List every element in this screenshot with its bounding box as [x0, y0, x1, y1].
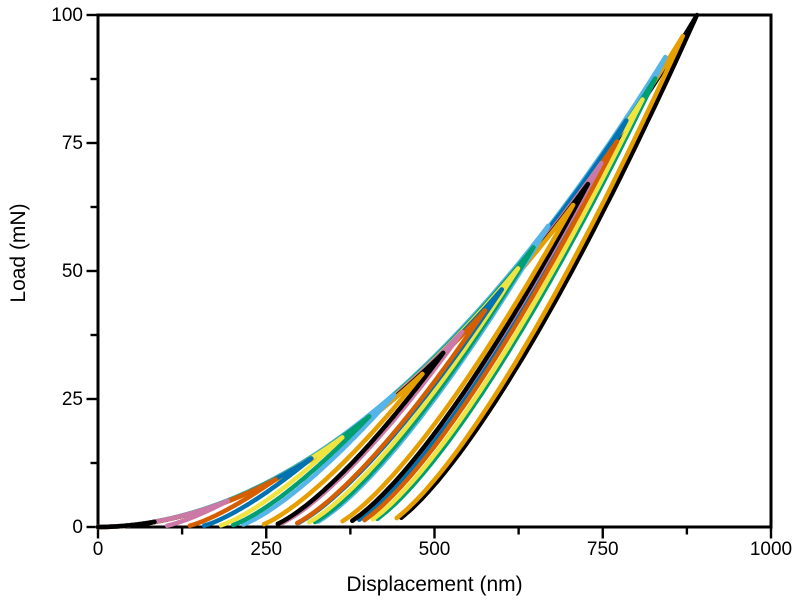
y-tick-label: 25 — [62, 389, 83, 410]
series-indent-25 — [95, 519, 157, 530]
series-indent-14 — [95, 287, 505, 530]
x-tick-label: 250 — [250, 539, 282, 560]
y-axis-title: Load (mN) — [7, 203, 30, 303]
plot-border — [96, 13, 773, 529]
x-tick-label: 750 — [587, 539, 619, 560]
series-indent-01 — [95, 12, 700, 530]
x-axis-title: Displacement (nm) — [346, 573, 523, 596]
x-tick-label: 1000 — [750, 539, 792, 560]
y-tick-label: 0 — [72, 517, 83, 538]
y-tick-label: 50 — [62, 261, 83, 282]
y-tick-label: 75 — [62, 133, 83, 154]
y-tick-label: 100 — [51, 5, 83, 26]
x-tick-label: 0 — [93, 539, 104, 560]
x-tick-label: 500 — [419, 539, 451, 560]
